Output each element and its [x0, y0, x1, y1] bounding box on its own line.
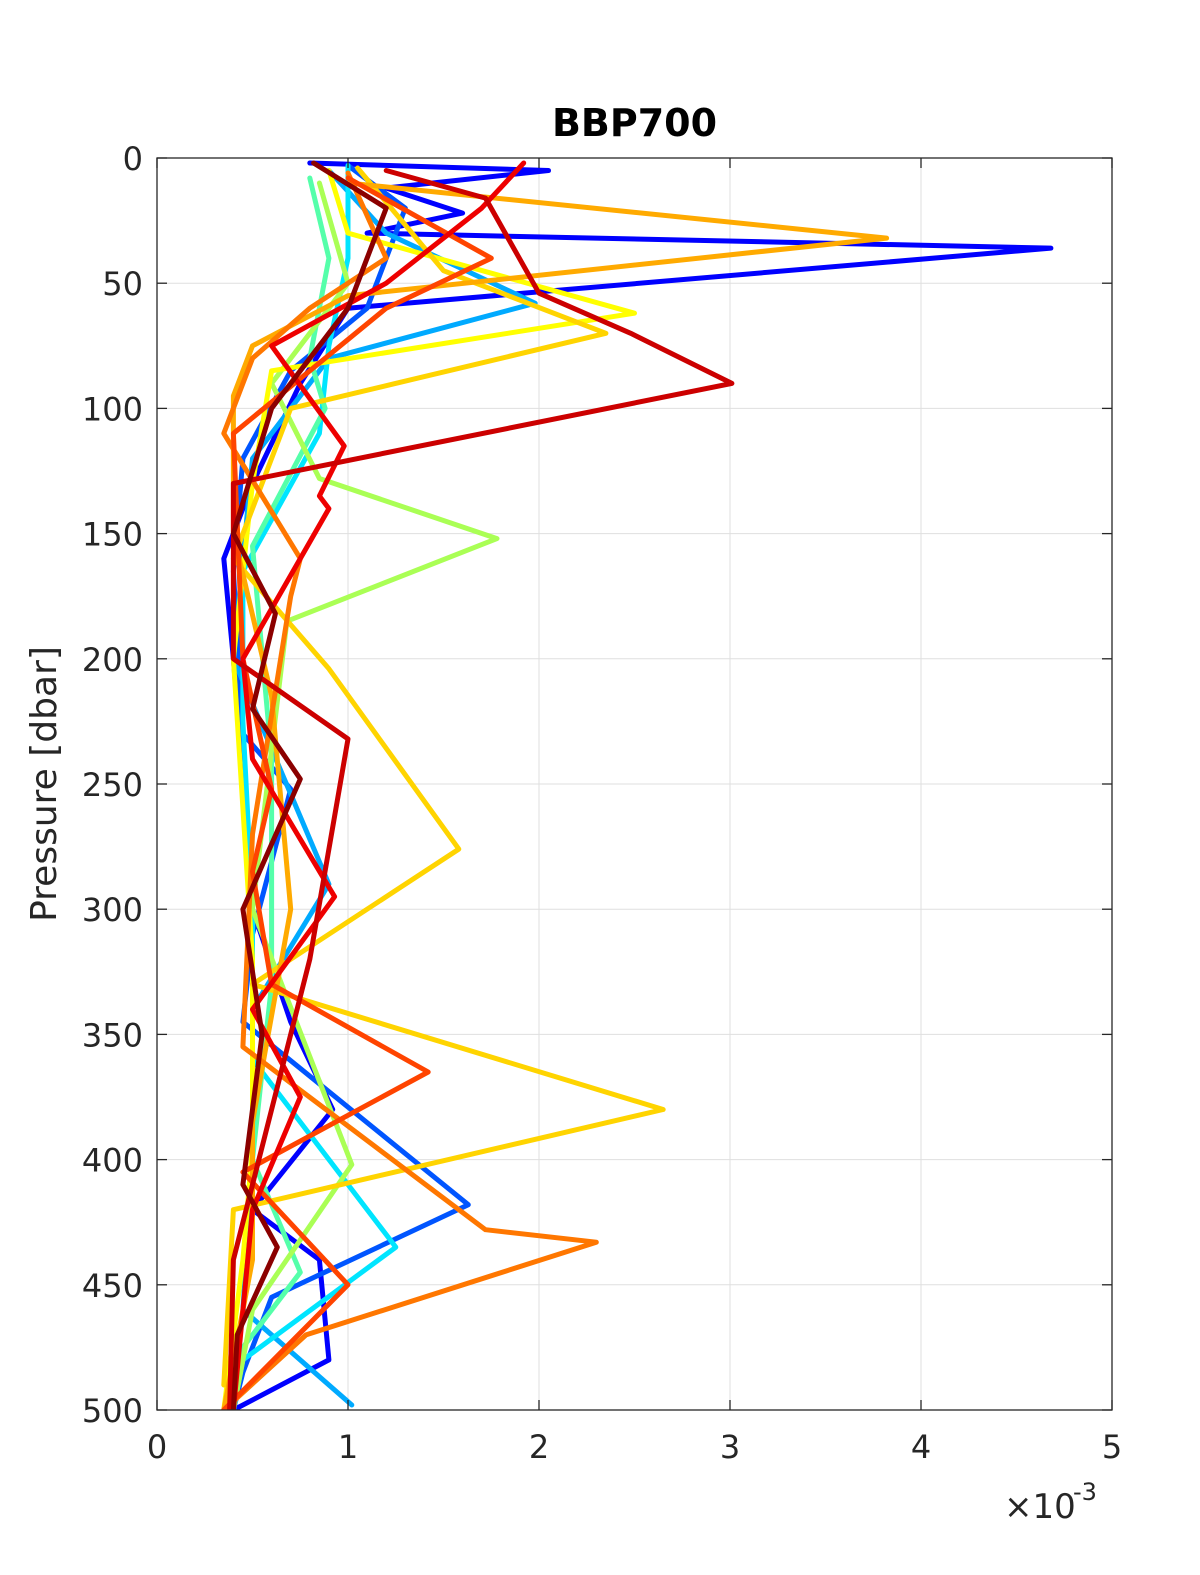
x-tick-label: 2: [529, 1428, 549, 1466]
x-tick-labels: 0 1 2 3 4 5: [147, 1428, 1122, 1466]
y-tick-labels: 0 50 100 150 200 250 300 350 400 450 500: [82, 140, 143, 1430]
x-multiplier-base: ×10: [1004, 1487, 1076, 1527]
y-tick-label: 450: [82, 1267, 143, 1305]
x-tick-label: 0: [147, 1428, 167, 1466]
profile-series-line: [230, 160, 389, 1410]
x-tick-label: 4: [911, 1428, 931, 1466]
y-tick-label: 300: [82, 891, 143, 929]
y-tick-label: 50: [102, 265, 143, 303]
profile-series-line: [221, 165, 666, 1388]
y-tick-label: 400: [82, 1142, 143, 1180]
y-tick-label: 150: [82, 516, 143, 554]
x-tick-label: 3: [720, 1428, 740, 1466]
profile-series-line: [221, 170, 599, 1410]
y-tick-label: 350: [82, 1016, 143, 1054]
chart-title: BBP700: [552, 101, 717, 145]
y-tick-label: 0: [123, 140, 143, 178]
y-tick-label: 100: [82, 390, 143, 428]
tick-marks: [156, 157, 1113, 1411]
y-tick-label: 200: [82, 641, 143, 679]
y-axis-label: Pressure [dbar]: [24, 646, 65, 922]
x-tick-label: 1: [338, 1428, 358, 1466]
profile-series-line: [230, 160, 527, 1410]
y-tick-label: 500: [82, 1392, 143, 1430]
y-tick-label: 250: [82, 766, 143, 804]
x-tick-label: 5: [1102, 1428, 1122, 1466]
x-multiplier-exponent: -3: [1073, 1478, 1097, 1506]
x-axis-multiplier: ×10 -3: [1004, 1478, 1097, 1527]
series-layer: [221, 160, 1054, 1410]
profile-series-line: [227, 168, 735, 1410]
